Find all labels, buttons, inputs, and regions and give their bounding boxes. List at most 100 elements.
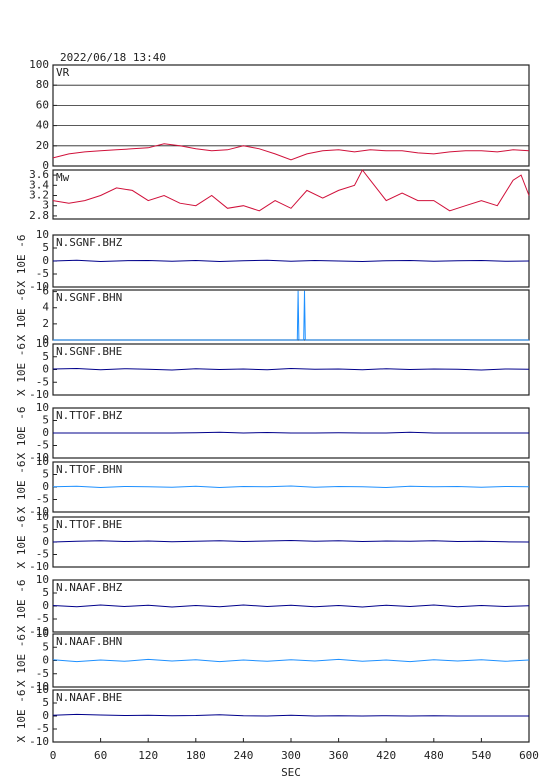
x-tick-label: 0 xyxy=(50,749,57,762)
y-tick-label: 20 xyxy=(36,139,49,152)
panel-label: Mw xyxy=(56,171,70,184)
panel-label: VR xyxy=(56,66,70,79)
y-tick-label: 3.6 xyxy=(29,168,49,181)
panel-label: N.SGNF.BHE xyxy=(56,345,122,358)
y-tick-label: -10 xyxy=(29,388,49,401)
y-tick-label: 60 xyxy=(36,98,49,111)
x-tick-label: 360 xyxy=(329,749,349,762)
x-tick-label: 420 xyxy=(376,749,396,762)
y-tick-label: 0 xyxy=(42,159,49,172)
data-line xyxy=(53,431,529,434)
y-tick-label: 0 xyxy=(42,426,49,439)
x-axis-label: SEC xyxy=(281,766,301,779)
y-tick-label: 10 xyxy=(36,627,49,640)
y-axis-label: X 10E -6 xyxy=(15,235,28,288)
panel-frame xyxy=(52,169,530,220)
y-tick-label: 10 xyxy=(36,401,49,414)
y-axis-label: X 10E -6 xyxy=(15,289,28,342)
y-tick-label: -10 xyxy=(29,560,49,573)
panel-label: N.SGNF.BHZ xyxy=(56,236,123,249)
x-tick-label: 240 xyxy=(233,749,253,762)
y-tick-label: -5 xyxy=(36,722,49,735)
x-tick-label: 480 xyxy=(424,749,444,762)
y-tick-label: 80 xyxy=(36,78,49,91)
y-tick-label: -5 xyxy=(36,612,49,625)
y-tick-label: 4 xyxy=(42,301,49,314)
y-tick-label: 0 xyxy=(42,599,49,612)
panel-label: N.NAAF.BHZ xyxy=(56,581,123,594)
data-line xyxy=(52,713,529,717)
y-tick-label: -10 xyxy=(29,735,49,748)
y-tick-label: -10 xyxy=(29,680,49,693)
y-axis-label: X 10E -6 xyxy=(15,516,28,569)
y-axis-label: X 10E -6 xyxy=(15,407,28,460)
y-tick-label: 5 xyxy=(42,696,49,709)
y-tick-label: 3.4 xyxy=(29,178,49,191)
panel-label: N.TTOF.BHZ xyxy=(56,409,123,422)
y-tick-label: -10 xyxy=(29,505,49,518)
y-tick-label: 5 xyxy=(42,640,49,653)
data-line xyxy=(53,290,529,341)
y-tick-label: 5 xyxy=(42,523,49,536)
panel-label: N.NAAF.BHN xyxy=(56,635,122,648)
y-tick-label: 6 xyxy=(42,285,49,298)
y-tick-label: 10 xyxy=(36,455,49,468)
y-tick-label: 0 xyxy=(42,654,49,667)
y-tick-label: 0 xyxy=(42,333,49,346)
y-axis-label: X 10E -6 xyxy=(15,343,28,396)
x-tick-label: 120 xyxy=(138,749,158,762)
data-line xyxy=(52,169,530,212)
chart-title: 2022/06/18 13:40 xyxy=(60,51,166,64)
y-tick-label: 10 xyxy=(36,228,49,241)
panel-label: N.TTOF.BHE xyxy=(56,518,122,531)
y-tick-label: -5 xyxy=(36,439,49,452)
panel-label: N.TTOF.BHN xyxy=(56,463,122,476)
data-line xyxy=(52,604,530,608)
data-line xyxy=(52,143,530,161)
y-tick-label: 10 xyxy=(36,337,49,350)
y-tick-label: 0 xyxy=(42,254,49,267)
y-tick-label: 40 xyxy=(36,119,49,132)
y-tick-label: 100 xyxy=(29,58,49,71)
y-tick-label: 0 xyxy=(42,709,49,722)
x-tick-label: 60 xyxy=(94,749,107,762)
panel-frame xyxy=(52,289,530,341)
y-tick-label: -5 xyxy=(36,267,49,280)
y-tick-label: -10 xyxy=(29,625,49,638)
y-tick-label: 5 xyxy=(42,350,49,363)
panel-label: N.NAAF.BHE xyxy=(56,691,122,704)
y-tick-label: 10 xyxy=(36,683,49,696)
data-line xyxy=(52,485,530,489)
y-tick-label: -5 xyxy=(36,548,49,561)
y-tick-label: -5 xyxy=(36,493,49,506)
data-line xyxy=(52,367,530,371)
y-tick-label: 0 xyxy=(42,363,49,376)
y-tick-label: 0 xyxy=(42,480,49,493)
data-line xyxy=(52,539,530,543)
x-tick-label: 540 xyxy=(471,749,491,762)
y-tick-label: 10 xyxy=(36,510,49,523)
y-tick-label: -5 xyxy=(36,667,49,680)
y-tick-label: 10 xyxy=(36,573,49,586)
y-tick-label: 3.2 xyxy=(29,189,49,202)
y-tick-label: 5 xyxy=(42,414,49,427)
x-tick-label: 300 xyxy=(281,749,301,762)
y-axis-label: X 10E -6 xyxy=(15,461,28,514)
y-tick-label: -10 xyxy=(29,451,49,464)
panel-label: N.SGNF.BHN xyxy=(56,291,122,304)
y-axis-label: X 10E -6 xyxy=(15,634,28,687)
y-tick-label: 5 xyxy=(42,586,49,599)
y-tick-label: -5 xyxy=(36,375,49,388)
x-tick-label: 180 xyxy=(186,749,206,762)
y-tick-label: 3 xyxy=(42,199,49,212)
y-tick-label: 2 xyxy=(42,317,49,330)
y-tick-label: 5 xyxy=(42,241,49,254)
data-line xyxy=(52,658,530,663)
y-tick-label: 5 xyxy=(42,468,49,481)
y-axis-label: X 10E -6 xyxy=(15,690,28,743)
x-tick-label: 600 xyxy=(519,749,539,762)
y-tick-label: 2.8 xyxy=(29,209,49,222)
y-axis-label: X 10E -6 xyxy=(15,580,28,633)
y-tick-label: -10 xyxy=(29,280,49,293)
